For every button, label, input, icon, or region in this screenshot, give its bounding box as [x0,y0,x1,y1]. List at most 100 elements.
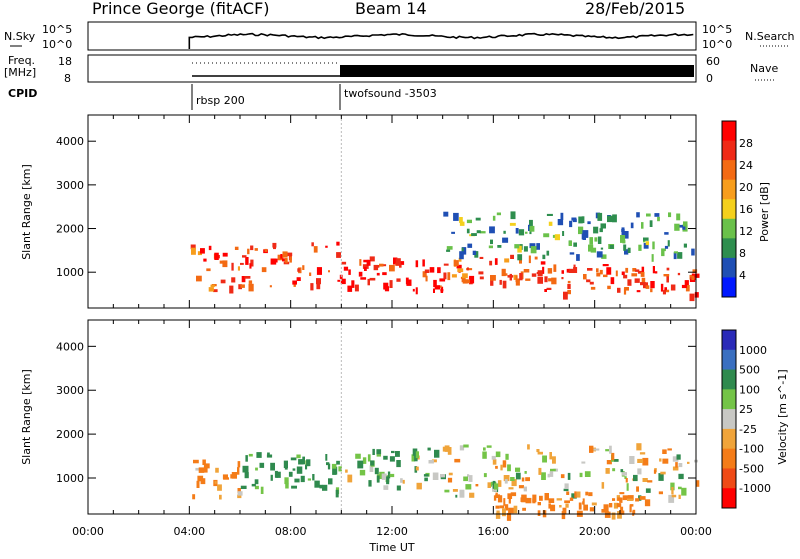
data-cell [325,454,328,461]
data-cell [668,494,675,503]
data-cell [616,503,622,508]
data-cell [567,283,571,289]
data-cell [240,284,245,288]
data-cell [537,510,541,516]
data-cell [395,258,401,266]
data-cell [635,269,640,272]
cpid-label: CPID [8,87,37,100]
data-cell [336,241,340,246]
data-cell [629,505,632,513]
data-cell [658,491,663,495]
data-cell [316,267,322,275]
data-cell [335,489,339,498]
data-cell [605,468,610,474]
data-cell [537,502,541,506]
data-cell [459,217,463,223]
data-cell [663,274,670,277]
data-cell [596,251,603,258]
time-axis-label: Time UT [368,541,414,554]
data-cell [382,272,387,276]
data-cell [576,254,580,261]
data-cell [202,459,206,465]
data-cell [562,231,565,236]
data-cell [433,288,435,293]
data-cell [541,472,546,480]
data-cell [685,285,690,292]
data-cell [508,487,514,490]
data-cell [624,476,627,479]
data-cell [307,478,311,481]
data-cell [691,248,695,256]
data-cell [543,233,550,238]
data-cell [245,257,249,265]
data-cell [429,267,435,273]
data-cell [461,247,464,252]
data-cell [567,472,571,480]
data-cell [456,264,462,269]
data-cell [474,251,479,258]
data-cell [379,263,384,267]
data-cell [606,460,612,465]
x-tick-label: 00:00 [72,525,104,538]
data-cell [463,476,468,482]
data-cell [586,279,591,283]
data-cell [337,279,341,282]
colorbar-segment [722,218,736,239]
nsky-trace [188,32,694,50]
data-cell [578,226,584,235]
nsearch-bottom-tick: 10^0 [702,38,732,51]
data-cell [254,485,259,490]
x-tick-label: 00:00 [680,525,712,538]
data-cell [369,465,374,472]
data-cell [625,267,629,273]
data-cell [491,455,496,460]
data-cell [581,461,586,464]
power-colorbar: 4 8 12 16 20 24 28 [721,120,753,298]
data-cell [642,457,649,466]
data-cell [619,510,625,515]
data-cell [603,504,609,512]
data-cell [467,279,470,284]
data-cell [627,247,631,253]
data-cell [684,280,689,288]
data-cell [643,243,649,249]
data-cell [219,260,225,264]
power-panel-border [87,114,697,309]
data-cell [241,276,246,283]
data-cell [434,449,440,458]
data-cell [627,495,634,501]
data-cell [602,264,609,267]
data-cell [297,268,300,272]
data-cell [270,474,273,481]
data-cell [280,254,283,259]
data-cell [590,247,597,253]
data-cell [695,480,700,487]
data-cell [195,467,200,471]
data-cell [637,270,644,274]
data-cell [649,220,653,227]
data-cell [427,447,431,451]
data-cell [502,460,507,468]
data-cell [644,499,651,507]
x-tick-label: 16:00 [477,525,509,538]
data-cell [497,495,503,503]
data-cell [613,459,619,462]
power-axis-ticks: 1000 2000 3000 4000 [56,115,697,308]
data-cell [507,275,514,278]
data-cell [660,471,666,475]
data-cell [561,277,564,280]
data-cell [326,462,330,466]
data-cell [636,212,640,218]
data-cell [376,272,380,276]
data-cell [556,498,562,501]
data-cell [584,471,591,477]
colorbar-segment [722,428,736,450]
data-cell [406,279,412,286]
colorbar-segment [722,179,736,200]
data-cell [248,283,254,292]
data-cell [196,275,202,282]
data-cell [283,460,288,468]
data-cell [196,480,200,488]
data-cell [609,244,614,249]
data-cell [302,456,305,465]
